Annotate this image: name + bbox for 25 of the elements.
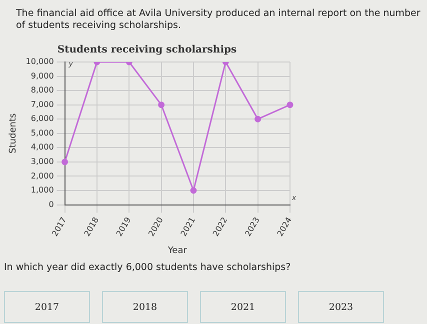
y-tick-label: 3,000 [30, 157, 54, 166]
y-tick-label: 2,000 [30, 171, 54, 180]
text: The financial aid office at Avila University produced an internal report on the number of students receiving scholarships. [16, 8, 421, 32]
y-tick-label: 6,000 [30, 114, 54, 124]
y-tick-label: 7,000 [30, 100, 54, 109]
text: 2021 [200, 291, 286, 323]
point [190, 187, 197, 194]
y-tick-label: 10,000 [26, 57, 54, 66]
point [286, 102, 294, 108]
x-axis-title: Year [166, 246, 188, 256]
y-tick-label: 8,000 [30, 86, 54, 95]
y-tick-label: 0 [48, 200, 54, 209]
point [254, 116, 262, 122]
y-tick-label: 1,000 [30, 186, 54, 195]
y-tick-label: 9,000 [30, 71, 54, 80]
text: 2023 [298, 291, 384, 323]
point [158, 102, 165, 108]
point [62, 158, 68, 166]
text: 2017 [4, 291, 90, 323]
text: In which year did exactly 6,000 students have scholarships? [4, 262, 291, 273]
chart-title: Students receiving scholarships [57, 44, 237, 56]
text: 2018 [102, 291, 188, 323]
y-tick-label: 5,000 [30, 128, 54, 138]
y-tick-label: 4,000 [30, 142, 54, 152]
y-axis-title: Students [8, 113, 19, 154]
